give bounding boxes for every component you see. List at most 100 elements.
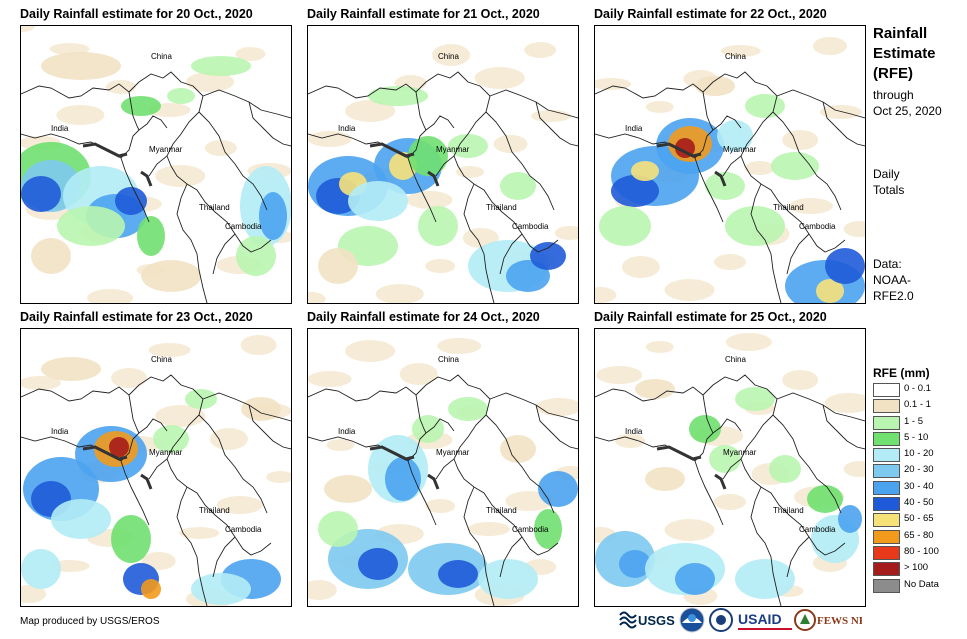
totals-line: Totals	[873, 183, 905, 197]
country-label-china: China	[725, 52, 746, 61]
rain-patch	[141, 579, 161, 599]
country-borders	[595, 374, 865, 606]
rain-patch	[185, 389, 217, 409]
rain-patch	[216, 496, 263, 514]
country-label-cambodia: Cambodia	[799, 222, 836, 231]
country-label-cambodia: Cambodia	[225, 525, 262, 534]
rain-patch	[235, 47, 266, 61]
rain-patch	[744, 161, 775, 175]
rain-patch	[155, 165, 206, 187]
legend-swatch	[873, 562, 900, 577]
country-label-china: China	[151, 355, 172, 364]
border-line	[21, 386, 130, 402]
rain-patch	[807, 485, 843, 513]
rain-patch	[838, 505, 862, 533]
border-line	[772, 111, 842, 211]
rain-patch	[631, 161, 659, 181]
country-label-thailand: Thailand	[199, 203, 230, 212]
rain-patch	[843, 461, 865, 477]
legend-swatch	[873, 545, 900, 560]
coast-line	[140, 170, 153, 187]
border-line	[740, 458, 846, 556]
rain-patch	[493, 135, 528, 153]
rain-patch	[186, 72, 234, 92]
border-line	[308, 386, 417, 402]
legend-swatch	[873, 399, 900, 414]
country-label-india: India	[338, 427, 356, 436]
rain-patch	[49, 43, 90, 55]
rain-patch	[530, 242, 566, 270]
legend-item: 0 - 0.1	[873, 382, 931, 398]
legend-item: > 100	[873, 561, 930, 577]
border-line	[786, 233, 810, 275]
border-line	[485, 111, 555, 211]
rain-patch	[448, 397, 488, 421]
rain-patch	[109, 437, 129, 457]
country-borders	[595, 71, 865, 303]
border-line	[415, 394, 427, 434]
map-panel-oct21: Daily Rainfall estimate for 21 Oct., 202…	[307, 3, 579, 306]
rain-patch	[105, 80, 136, 94]
rain-patch	[21, 26, 35, 32]
rain-patch	[241, 397, 281, 421]
map-canvas: China India Myanmar Thailand Cambodia	[21, 26, 291, 303]
coast-line	[82, 142, 128, 158]
legend-swatch	[873, 431, 900, 446]
rain-patch	[467, 522, 510, 536]
rain-patch	[771, 152, 819, 180]
rain-patch	[709, 445, 741, 473]
border-line	[120, 157, 150, 223]
country-label-india: India	[51, 124, 69, 133]
usaid-logo-text: USAID	[738, 611, 782, 627]
border-line	[463, 183, 495, 303]
country-label-india: India	[51, 427, 69, 436]
daily-totals-note: Daily Totals	[873, 166, 904, 198]
rainfall-map: China India Myanmar Thailand Cambodia	[20, 25, 292, 304]
border-line	[21, 83, 130, 99]
legend-swatch	[873, 480, 900, 495]
legend-swatch	[873, 529, 900, 544]
border-line	[750, 486, 782, 606]
border-line	[822, 101, 865, 147]
panel-title: Daily Rainfall estimate for 25 Oct., 202…	[594, 310, 827, 324]
rain-patch	[21, 376, 61, 390]
rain-patch	[318, 248, 358, 284]
country-label-china: China	[151, 52, 172, 61]
rain-patch	[782, 370, 819, 390]
rain-patch	[720, 45, 761, 57]
country-label-cambodia: Cambodia	[225, 222, 262, 231]
map-panel-oct22: Daily Rainfall estimate for 22 Oct., 202…	[594, 3, 866, 306]
rain-patch	[725, 206, 785, 246]
rain-patch	[695, 76, 735, 96]
rain-patch	[141, 260, 201, 292]
country-label-myanmar: Myanmar	[436, 145, 470, 154]
rain-patch	[611, 175, 659, 207]
through-value: Oct 25, 2020	[873, 104, 942, 118]
rainfall-layer	[308, 86, 566, 292]
country-label-india: India	[625, 427, 643, 436]
rainfall-layer	[21, 52, 291, 292]
map-canvas: China India Myanmar Thailand Cambodia	[21, 335, 291, 606]
legend-label: 30 - 40	[904, 480, 934, 492]
rain-patch	[635, 379, 675, 399]
border-line	[694, 460, 724, 526]
legend-item: 1 - 5	[873, 415, 930, 431]
country-label-china: China	[438, 52, 459, 61]
legend-title: RFE (mm)	[873, 366, 930, 380]
panel-title: Daily Rainfall estimate for 24 Oct., 202…	[307, 310, 540, 324]
map-panel-oct23: Daily Rainfall estimate for 23 Oct., 202…	[20, 306, 292, 609]
rain-patch	[406, 191, 453, 209]
rain-patch	[57, 206, 125, 246]
border-line	[786, 536, 810, 578]
daily-line: Daily	[873, 167, 900, 181]
border-line	[453, 155, 559, 253]
rain-patch	[645, 101, 674, 113]
border-line	[198, 111, 268, 211]
rain-patch	[745, 94, 785, 118]
title-line: Estimate	[873, 45, 936, 62]
rain-patch	[596, 366, 643, 384]
rain-patch	[408, 136, 448, 176]
title-line: (RFE)	[873, 65, 913, 82]
country-label-myanmar: Myanmar	[149, 448, 183, 457]
through-date: through Oct 25, 2020	[873, 87, 942, 119]
